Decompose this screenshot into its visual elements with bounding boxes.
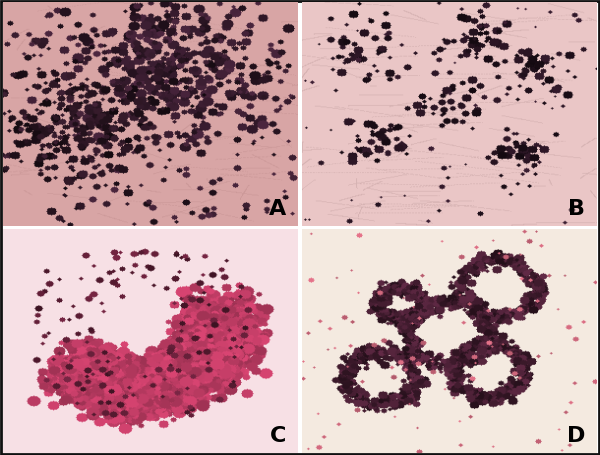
Text: A: A: [269, 199, 286, 219]
Text: C: C: [269, 426, 286, 446]
Text: B: B: [568, 199, 585, 219]
Text: D: D: [567, 426, 585, 446]
